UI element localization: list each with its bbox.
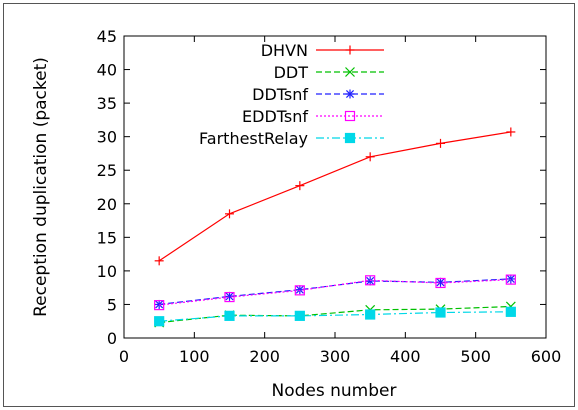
x-tick-label: 100 <box>179 347 210 366</box>
series-line <box>159 279 511 306</box>
y-tick-label: 35 <box>97 94 117 113</box>
data-point <box>365 152 375 162</box>
legend-label: DDT <box>274 63 309 82</box>
legend-swatch-marker <box>344 110 356 122</box>
data-point <box>154 256 164 266</box>
data-point <box>435 277 446 289</box>
data-point <box>365 275 376 286</box>
data-point <box>154 316 165 327</box>
series-line <box>159 311 511 322</box>
data-point <box>294 285 305 296</box>
plot-area: 0 100 200 300 400 500 600 0 5 10 15 20 25 30 35 40 45 <box>97 27 562 366</box>
y-tick-label: 5 <box>107 295 117 314</box>
y-tick-label: 20 <box>97 195 117 214</box>
legend-label: DHVN <box>261 41 308 60</box>
legend-label: EDDTsnf <box>242 107 308 126</box>
data-point <box>225 209 234 219</box>
x-axis-label: Nodes number <box>272 381 397 401</box>
series-ddt <box>154 301 516 328</box>
x-tick-label: 0 <box>119 347 129 366</box>
x-tick-label: 200 <box>249 347 280 366</box>
series-farthestrelay <box>154 306 516 327</box>
legend-swatch-marker <box>345 89 355 99</box>
series-eddtsnf <box>154 274 516 311</box>
legend-label: FarthestRelay <box>199 129 308 148</box>
data-point <box>365 309 376 320</box>
legend-item: DHVN <box>261 41 384 60</box>
plot-border <box>123 35 547 339</box>
x-tick-label: 600 <box>531 347 562 366</box>
legend-item: EDDTsnf <box>242 107 384 126</box>
legend-swatch-marker <box>345 45 355 55</box>
data-point <box>154 299 164 309</box>
data-point <box>295 181 305 191</box>
y-tick-label: 40 <box>97 61 117 80</box>
data-point <box>294 310 305 321</box>
y-tick-label: 15 <box>97 228 117 247</box>
legend: DHVN DDT DDTsnf EDDTsnf FarthestRelay <box>199 41 384 148</box>
data-point <box>506 127 516 137</box>
y-tick-label: 0 <box>107 329 117 348</box>
data-point <box>225 291 234 301</box>
y-tick-label: 30 <box>97 128 117 147</box>
legend-label: DDTsnf <box>252 85 308 104</box>
series-layer <box>154 127 516 328</box>
data-point <box>224 310 235 321</box>
series-dhvn <box>154 127 516 266</box>
data-point <box>224 291 235 303</box>
x-tick-label: 500 <box>460 347 491 366</box>
series-ddtsnf <box>154 274 516 309</box>
legend-item: DDT <box>274 63 384 82</box>
data-point <box>435 307 446 318</box>
y-tick-label: 25 <box>97 161 117 180</box>
data-point <box>436 138 445 148</box>
y-tick-label: 10 <box>97 262 117 281</box>
data-point <box>506 274 516 284</box>
series-line <box>159 305 511 324</box>
x-tick-label: 400 <box>390 347 421 366</box>
chart-frame <box>3 3 575 407</box>
data-point <box>154 300 165 311</box>
data-point <box>505 306 516 317</box>
series-line <box>158 131 511 262</box>
data-point <box>505 274 516 285</box>
y-tick-label: 45 <box>97 27 117 46</box>
x-tick-label: 300 <box>320 347 351 366</box>
legend-item: FarthestRelay <box>199 129 384 148</box>
legend-swatch-marker <box>345 67 355 77</box>
legend-item: DDTsnf <box>252 85 384 104</box>
y-axis-label: Reception duplication (packet) <box>31 57 51 317</box>
legend-swatch-marker <box>344 132 356 144</box>
data-point <box>436 277 445 287</box>
